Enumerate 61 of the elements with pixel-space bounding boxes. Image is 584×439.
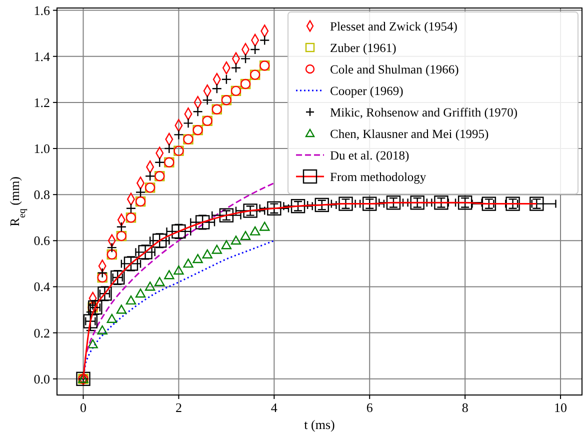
y-tick-label: 0.0 — [34, 371, 50, 386]
point — [126, 295, 136, 305]
point — [126, 203, 136, 214]
x-tick-label: 4 — [270, 400, 278, 415]
point — [230, 62, 242, 73]
legend-label: Zuber (1961) — [330, 41, 396, 55]
point — [221, 74, 232, 85]
point — [260, 35, 270, 46]
legend-label: Cole and Shulman (1966) — [330, 62, 459, 76]
point — [154, 277, 165, 286]
point — [202, 95, 212, 106]
point — [144, 171, 156, 182]
y-tick-label: 1.6 — [34, 2, 50, 18]
point — [135, 187, 146, 198]
point — [106, 242, 117, 253]
point — [88, 339, 98, 348]
point — [260, 222, 270, 231]
x-axis-title: t (ms) — [304, 417, 335, 432]
y-tick-label: 1.4 — [34, 48, 50, 64]
x-tick-label: 2 — [175, 400, 182, 415]
x-tick-label: 0 — [80, 400, 86, 415]
legend-label: Mikic, Rohsenow and Griffith (1970) — [330, 106, 518, 120]
y-tick-label: 1.0 — [34, 141, 50, 156]
y-tick-label: 0.6 — [34, 233, 50, 248]
y-tick-label: 0.4 — [34, 279, 50, 294]
x-tick-label: 8 — [462, 400, 468, 415]
point — [135, 288, 146, 298]
legend-label: Chen, Klausner and Mei (1995) — [330, 127, 489, 141]
point — [202, 249, 212, 258]
legend-label: From methodology — [330, 170, 427, 184]
y-tick-label: 1.2 — [34, 94, 50, 110]
point — [240, 230, 251, 240]
point — [250, 44, 260, 55]
point — [97, 325, 108, 334]
point — [192, 106, 203, 117]
point — [164, 270, 174, 280]
point — [240, 54, 251, 64]
point — [212, 244, 222, 254]
point — [192, 254, 203, 264]
point — [212, 84, 222, 94]
point — [230, 236, 242, 245]
point — [116, 304, 127, 314]
legend-label: Plesset and Zwick (1954) — [330, 20, 458, 34]
point — [250, 226, 260, 236]
point — [164, 143, 174, 154]
point — [174, 130, 184, 140]
point — [221, 240, 232, 250]
x-tick-label: 6 — [366, 400, 374, 415]
point — [97, 268, 108, 278]
point — [144, 282, 156, 291]
point — [183, 258, 194, 268]
legend-label: Cooper (1969) — [330, 84, 404, 98]
point — [116, 222, 127, 232]
point — [154, 157, 165, 168]
point — [174, 266, 184, 275]
x-tick-label: 10 — [554, 400, 568, 415]
legend-label: Du et al. (2018) — [330, 148, 410, 162]
point — [106, 314, 117, 323]
y-tick-label: 0.8 — [34, 187, 50, 202]
y-tick-label: 0.2 — [34, 325, 50, 340]
point — [183, 118, 194, 128]
